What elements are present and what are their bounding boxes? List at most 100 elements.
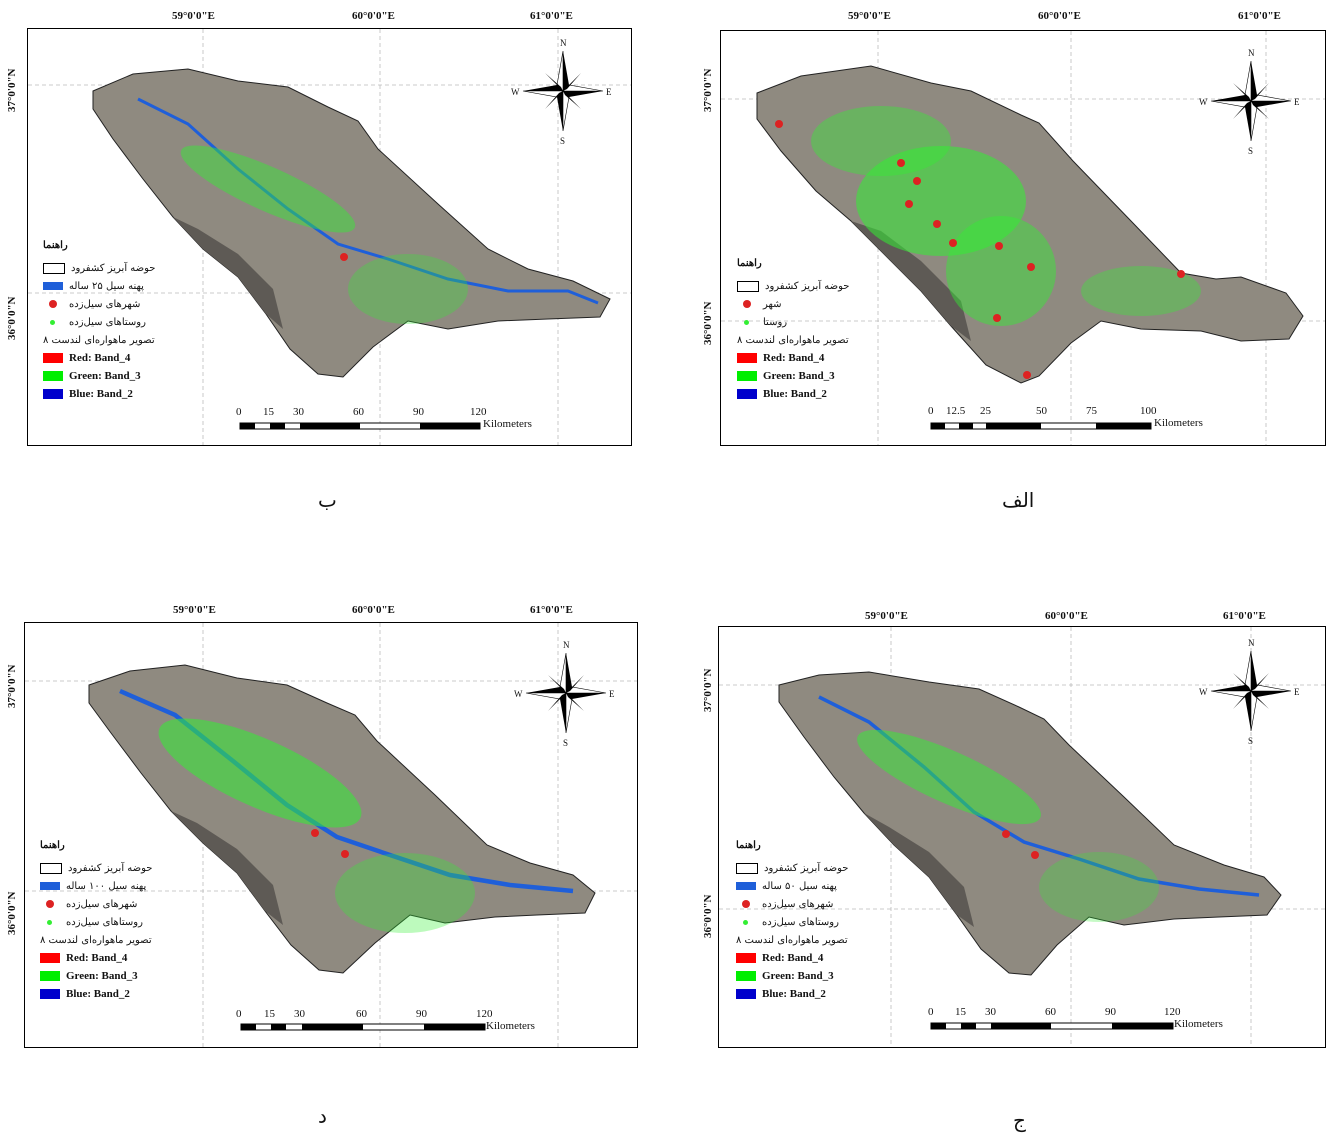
legend-band-green: Green: Band_3 [737,367,867,385]
map-panel-jim: 59°0'0"E 60°0'0"E 61°0'0"E 37°0'0"N 36°0… [700,600,1330,1136]
lon-label-61: 61°0'0"E [1223,610,1266,622]
lon-label-60: 60°0'0"E [352,10,395,22]
lon-label-59: 59°0'0"E [172,10,215,22]
legend-flood: پهنه سیل ۱۰۰ ساله [40,877,175,895]
map-panel-dal: 59°0'0"E 60°0'0"E 61°0'0"E 37°0'0"N 36°0… [0,600,650,1136]
legend-title: راهنما [736,840,761,851]
lat-label-36: 36°0'0"N [702,301,714,345]
scale-bar [930,1022,1174,1030]
svg-text:N: N [563,640,570,650]
flood-zone [137,97,599,305]
svg-text:W: W [1199,687,1208,697]
lat-label-37: 37°0'0"N [6,68,18,112]
legend-flood: پهنه سیل ۲۵ ساله [43,277,178,295]
legend-village: روستاهای سیل‌زده [736,913,871,931]
lon-label-61: 61°0'0"E [530,604,573,616]
legend-image: تصویر ماهواره‌ای لندست ۸ [43,334,155,346]
svg-text:W: W [511,87,520,97]
lon-label-59: 59°0'0"E [173,604,216,616]
svg-text:S: S [563,738,568,748]
map-frame: N S E W [27,28,632,446]
svg-text:S: S [560,136,565,146]
north-arrow-icon: N S E W [1199,48,1300,156]
map-canvas: N S E W [721,31,1325,445]
lat-label-36: 36°0'0"N [6,296,18,340]
legend-band-blue: Blue: Band_2 [40,985,175,1003]
svg-text:E: E [606,87,612,97]
village-dots [158,718,475,933]
map-frame: N S E W [718,626,1326,1048]
north-arrow-icon: N S E W [1199,638,1300,746]
panel-caption: ب [318,488,337,512]
lon-label-61: 61°0'0"E [530,10,573,22]
legend-image: تصویر ماهواره‌ای لندست ۸ [736,934,848,946]
north-arrow-icon: N S E W [514,640,615,748]
legend-band-green: Green: Band_3 [43,367,178,385]
scale-labels: 0 12.5 25 50 75 100 Kilometers [928,405,1203,429]
legend-band-blue: Blue: Band_2 [43,385,178,403]
panel-caption: ج [1013,1108,1026,1132]
scale-bar [240,1023,486,1031]
legend-basin: حوضه آبریز کشفرود [43,259,178,277]
map-canvas: N S E W [28,29,631,445]
basin-dark-relief [851,221,971,341]
legend-flood: پهنه سیل ۵۰ ساله [736,877,871,895]
scale-labels: 0 15 30 60 90 120 Kilometers [928,1006,1223,1030]
legend-village: روستاهای سیل‌زده [43,313,178,331]
legend-image: تصویر ماهواره‌ای لندست ۸ [737,334,849,346]
panel-caption: د [318,1104,327,1128]
north-arrow-icon: N S E W [511,38,612,146]
svg-text:S: S [1248,736,1253,746]
map-canvas: N S E W [719,627,1325,1047]
lon-label-60: 60°0'0"E [1045,610,1088,622]
city-dots [775,120,1185,379]
svg-text:N: N [1248,48,1255,58]
basin-dark-relief [171,811,283,925]
legend-title: راهنما [737,258,762,269]
lon-label-59: 59°0'0"E [848,10,891,22]
legend-basin: حوضه آبریز کشفرود [40,859,175,877]
lat-label-36: 36°0'0"N [702,894,714,938]
village-dots [180,145,468,324]
map-canvas: N S E W [25,623,637,1047]
lon-label-59: 59°0'0"E [865,610,908,622]
legend-city: شهرهای سیل‌زده [40,895,175,913]
legend-title: راهنما [40,840,65,851]
scale-bar [239,422,481,430]
panel-caption: الف [1002,488,1035,512]
lat-label-37: 37°0'0"N [702,668,714,712]
scale-labels: 0 15 30 60 90 120 Kilometers [236,1008,535,1032]
map-frame: N S E W [24,622,638,1048]
legend-band-red: Red: Band_4 [737,349,867,367]
svg-text:N: N [560,38,567,48]
map-legend: راهنما حوضه آبریز کشفرود شهر روستا تصویر… [737,258,867,403]
legend-band-blue: Blue: Band_2 [737,385,867,403]
svg-text:E: E [1294,687,1300,697]
legend-image: تصویر ماهواره‌ای لندست ۸ [40,934,152,946]
legend-village: روستاهای سیل‌زده [40,913,175,931]
lon-label-60: 60°0'0"E [352,604,395,616]
legend-band-green: Green: Band_3 [40,967,175,985]
legend-title: راهنما [43,240,68,251]
svg-text:W: W [1199,97,1208,107]
city-dots [340,253,348,261]
svg-text:W: W [514,689,523,699]
map-legend: راهنما حوضه آبریز کشفرود پهنه سیل ۵۰ سال… [736,840,871,1003]
basin-polygon [92,68,611,378]
map-frame: N S E W [720,30,1326,446]
svg-text:S: S [1248,146,1253,156]
lon-label-60: 60°0'0"E [1038,10,1081,22]
legend-band-green: Green: Band_3 [736,967,871,985]
svg-text:E: E [609,689,615,699]
scale-labels: 0 15 30 60 90 120 Kilometers [236,406,532,430]
legend-band-red: Red: Band_4 [43,349,178,367]
legend-band-red: Red: Band_4 [40,949,175,967]
legend-band-blue: Blue: Band_2 [736,985,871,1003]
lat-label-36: 36°0'0"N [6,891,18,935]
legend-basin: حوضه آبریز کشفرود [737,277,867,295]
village-dots [857,729,1159,922]
svg-text:N: N [1248,638,1255,648]
city-dots [311,829,349,858]
lon-label-61: 61°0'0"E [1238,10,1281,22]
legend-village: روستا [737,313,867,331]
